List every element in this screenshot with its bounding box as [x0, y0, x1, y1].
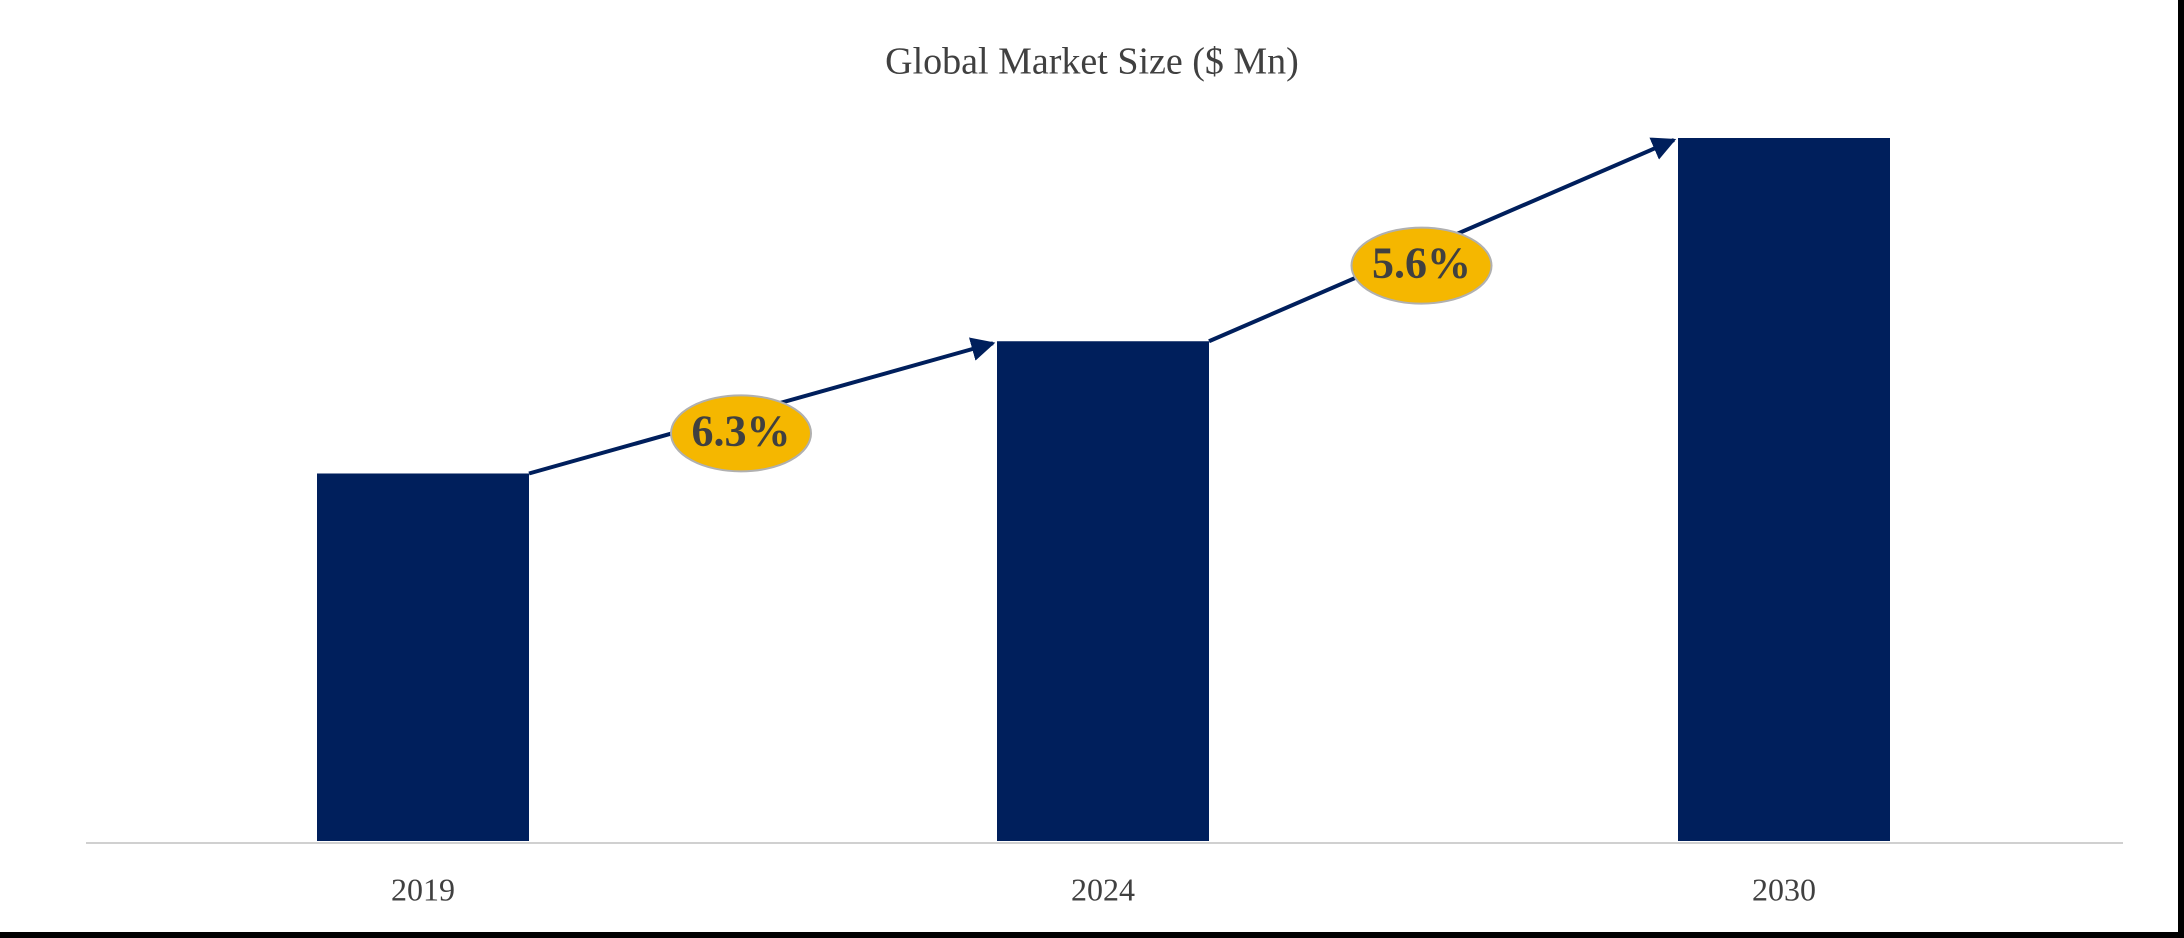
- chart-title: Global Market Size ($ Mn): [885, 41, 1299, 83]
- x-tick-label: 2030: [1752, 871, 1816, 907]
- cagr-badge: [1350, 226, 1493, 305]
- cagr-label: 5.6%: [1372, 239, 1471, 288]
- x-tick-label: 2019: [391, 871, 455, 907]
- x-tick-label: 2024: [1071, 871, 1135, 907]
- bar: [317, 473, 529, 841]
- bar: [1678, 138, 1890, 841]
- cagr-label: 6.3%: [692, 406, 791, 455]
- bar: [997, 341, 1209, 841]
- cagr-badge: [670, 394, 812, 473]
